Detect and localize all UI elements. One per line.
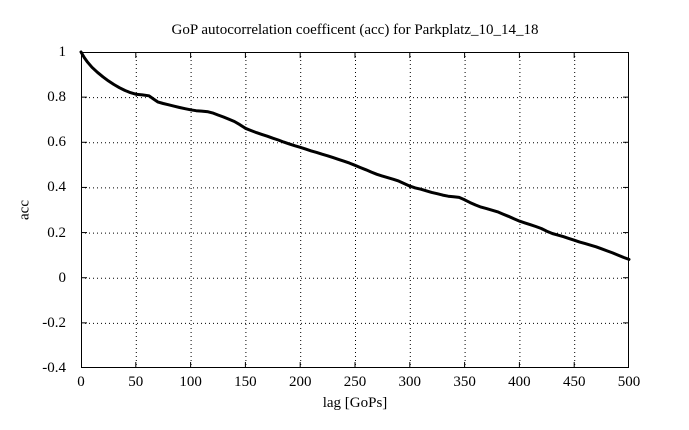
x-tick-label: 450 (562, 374, 586, 390)
x-tick-label: 50 (128, 374, 144, 390)
chart-title: GoP autocorrelation coefficent (acc) for… (171, 22, 539, 38)
acc-curve-plot (79, 50, 631, 368)
x-tick-label: 500 (617, 374, 641, 390)
y-tick-label: 1 (58, 44, 67, 60)
acc-curve (79, 50, 631, 261)
plot-area (79, 50, 631, 368)
x-tick-label: 300 (398, 374, 422, 390)
x-tick-label: 400 (508, 374, 531, 390)
y-tick-label: 0.4 (47, 179, 66, 196)
y-tick-label: 0.8 (47, 89, 66, 106)
x-tick-label: 200 (288, 374, 312, 390)
x-tick-label: 350 (453, 374, 476, 390)
x-tick-label: 150 (234, 374, 257, 390)
x-tick-label: 100 (179, 374, 202, 390)
x-axis-label: lag [GoPs] (322, 395, 388, 411)
y-tick-label: 0.2 (47, 224, 66, 241)
x-tick-label: 0 (77, 374, 85, 390)
plot-border (81, 52, 629, 368)
y-tick-label: -0.4 (42, 360, 66, 376)
x-tick-label: 250 (343, 374, 367, 390)
y-tick-label: 0 (58, 269, 67, 286)
y-axis-label: acc (16, 200, 33, 220)
y-tick-label: 0.6 (47, 134, 66, 151)
y-tick-label: -0.2 (42, 314, 66, 331)
